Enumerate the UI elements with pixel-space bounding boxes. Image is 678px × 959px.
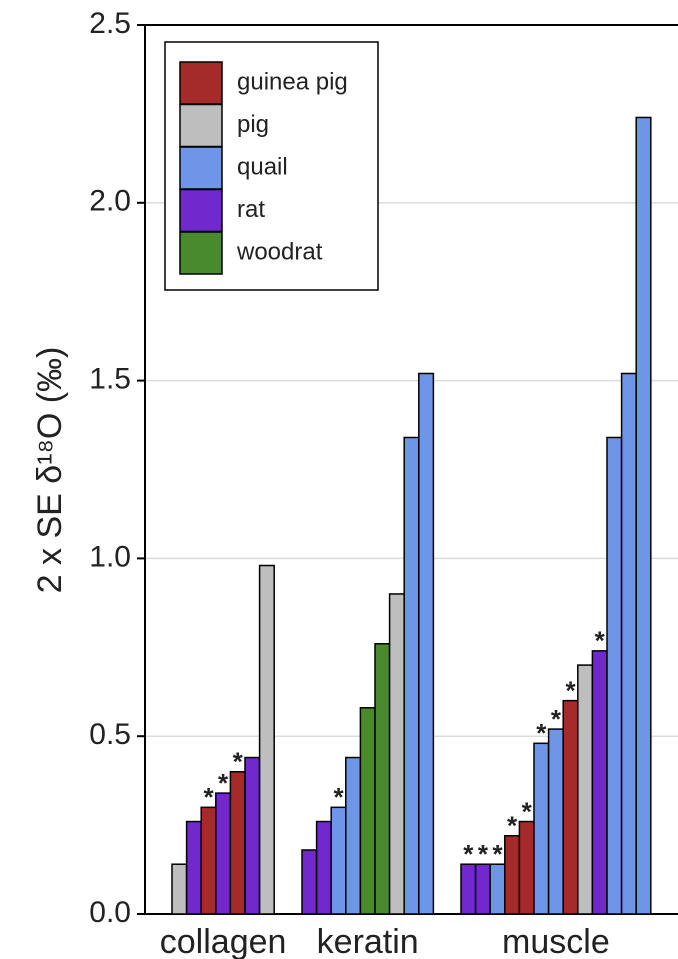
bar [518,820,535,915]
bar [591,650,608,915]
bar [403,436,420,915]
bar [244,756,261,915]
y-tick-label: 1.5 [89,363,131,396]
legend-label: quail [237,153,288,180]
bar [489,863,506,915]
bar-annotation: * [218,768,229,798]
bar [215,792,232,915]
y-tick-label: 2.0 [89,185,131,218]
bar [474,863,491,915]
bar [388,593,405,915]
x-group-label: collagen [160,923,287,959]
bar-annotation: * [492,839,503,869]
legend-label: rat [237,196,265,223]
x-group-label: keratin [317,923,419,959]
bar [562,699,579,915]
bar-annotation: * [203,782,214,812]
y-tick-label: 1.0 [89,540,131,573]
bar [315,820,332,915]
x-group-label: muscle [502,923,610,959]
bar-annotation: * [233,747,244,777]
y-axis-label: 2 x SE δ¹⁸O (‰) [31,347,69,594]
bar-annotation: * [478,839,489,869]
y-tick-label: 0.5 [89,718,131,751]
bar [359,707,376,915]
legend-swatch [179,146,223,190]
bar [229,771,246,915]
bar [171,863,188,915]
bar-annotation: * [565,676,576,706]
legend-swatch [179,61,223,105]
y-tick-label: 0.0 [89,896,131,929]
legend-swatch [179,188,223,233]
bar [547,728,564,915]
legend-label: guinea pig [237,68,348,95]
bar [620,372,637,915]
y-tick-label: 2.5 [89,7,131,40]
bar-annotation: * [536,718,547,748]
legend-label: pig [237,111,269,138]
bar [345,756,362,915]
bar [258,564,275,915]
bar [418,372,435,915]
bar [185,820,202,915]
bar-annotation: * [551,704,562,734]
bar [460,863,477,915]
bar-annotation: * [522,796,533,826]
legend-label: woodrat [236,238,323,265]
bar [504,835,521,915]
bar-annotation: * [595,626,606,656]
bar [606,436,623,915]
bar [533,742,550,915]
bar-annotation: * [507,811,518,841]
bar [374,642,391,915]
bar-annotation: * [463,839,474,869]
bar-annotation: * [333,782,344,812]
bar [635,116,652,915]
bar [301,849,318,915]
bar [330,806,347,915]
bar [577,664,594,915]
bar [200,806,217,915]
legend-swatch [179,231,223,275]
legend-swatch [179,103,223,148]
